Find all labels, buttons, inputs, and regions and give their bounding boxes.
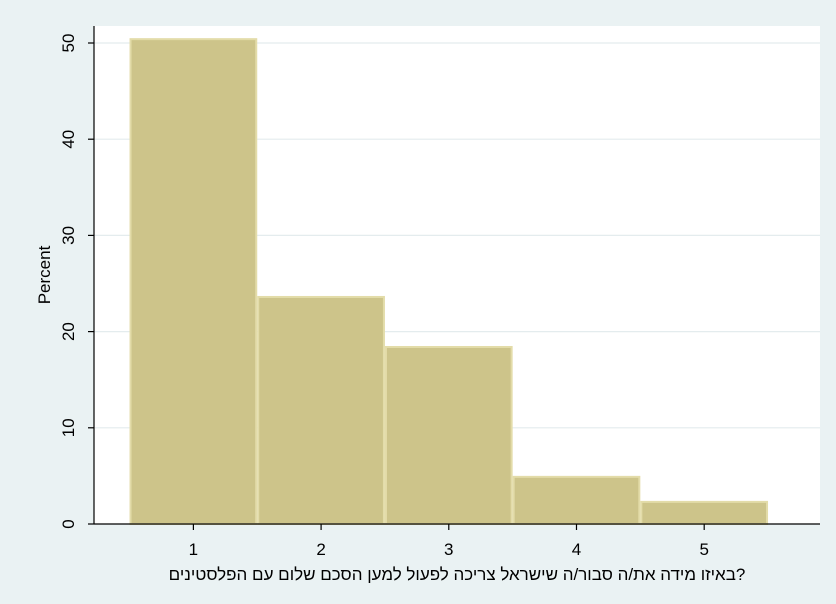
y-tick-label: 30 [59,226,78,245]
axes [93,26,820,525]
y-tick-label: 40 [59,130,78,149]
bar-2 [257,295,385,525]
y-tick-label: 20 [59,322,78,341]
bar-1 [129,38,258,525]
y-tick-label: 0 [59,519,78,528]
x-tick-label: 1 [189,540,198,559]
x-tick-label: 4 [572,540,581,559]
y-tick-label: 10 [59,418,78,437]
bar-3 [384,345,513,525]
bar-4 [512,475,641,525]
bars [129,38,769,525]
x-tick-label: 5 [699,540,708,559]
x-tick-label: 3 [444,540,453,559]
x-tick-label: 2 [316,540,325,559]
y-axis-title: Percent [35,245,54,304]
y-tick-label: 50 [59,34,78,53]
x-axis-ticks: 1 2 3 4 5 [189,524,709,559]
bar-5 [640,500,769,525]
y-axis-ticks: 0 10 20 30 40 50 [59,34,94,529]
x-axis-title: ?באיזו מידה את/ה סבור/ה שישראל צריכה לפע… [169,565,746,584]
